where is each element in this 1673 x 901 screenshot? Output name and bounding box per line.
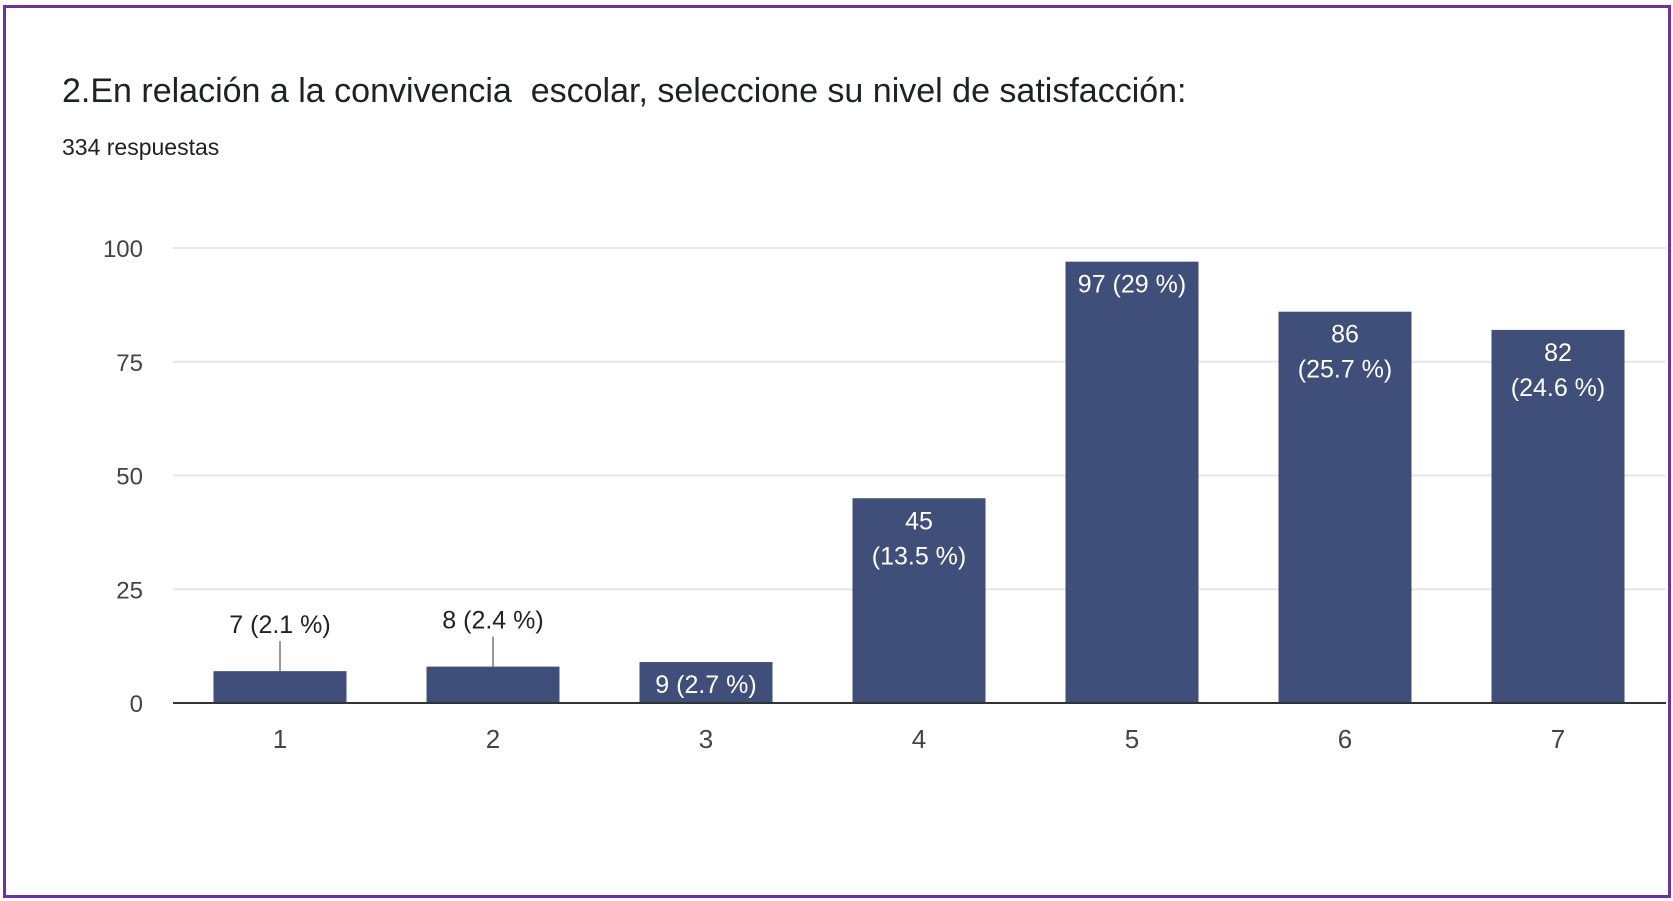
data-label-percent: (25.7 %) bbox=[1298, 356, 1392, 384]
data-label-percent: (13.5 %) bbox=[872, 542, 966, 570]
x-tick-label: 6 bbox=[1338, 724, 1352, 754]
bar-2 bbox=[426, 666, 560, 703]
y-tick-label: 50 bbox=[116, 464, 143, 491]
data-label-value: 45 bbox=[905, 507, 933, 535]
data-label: 7 (2.1 %) bbox=[229, 611, 330, 639]
chart-title: 2.En relación a la convivencia escolar, … bbox=[62, 72, 1187, 110]
bar-4 bbox=[852, 498, 986, 703]
data-label: 9 (2.7 %) bbox=[655, 671, 756, 699]
x-tick-label: 7 bbox=[1551, 724, 1565, 754]
data-label-value: 86 bbox=[1331, 321, 1359, 349]
y-tick-label: 100 bbox=[103, 236, 143, 263]
response-count: 334 respuestas bbox=[62, 134, 220, 160]
data-label-value: 82 bbox=[1544, 339, 1572, 367]
bar-3 bbox=[639, 662, 773, 703]
bar-5 bbox=[1065, 261, 1199, 703]
x-tick-label: 4 bbox=[912, 724, 926, 754]
bar-1 bbox=[213, 671, 347, 703]
data-label-percent: (24.6 %) bbox=[1511, 374, 1605, 402]
bar-6 bbox=[1278, 311, 1412, 703]
y-tick-label: 75 bbox=[116, 350, 143, 377]
y-tick-label: 0 bbox=[130, 691, 143, 718]
x-tick-label: 3 bbox=[699, 724, 713, 754]
data-label: 97 (29 %) bbox=[1078, 271, 1186, 299]
data-label: 8 (2.4 %) bbox=[442, 607, 543, 635]
bar-7 bbox=[1491, 329, 1625, 703]
y-tick-label: 25 bbox=[116, 577, 143, 604]
x-tick-label: 2 bbox=[486, 724, 500, 754]
x-tick-label: 1 bbox=[273, 724, 287, 754]
chart-frame bbox=[3, 5, 1671, 898]
x-tick-label: 5 bbox=[1125, 724, 1139, 754]
